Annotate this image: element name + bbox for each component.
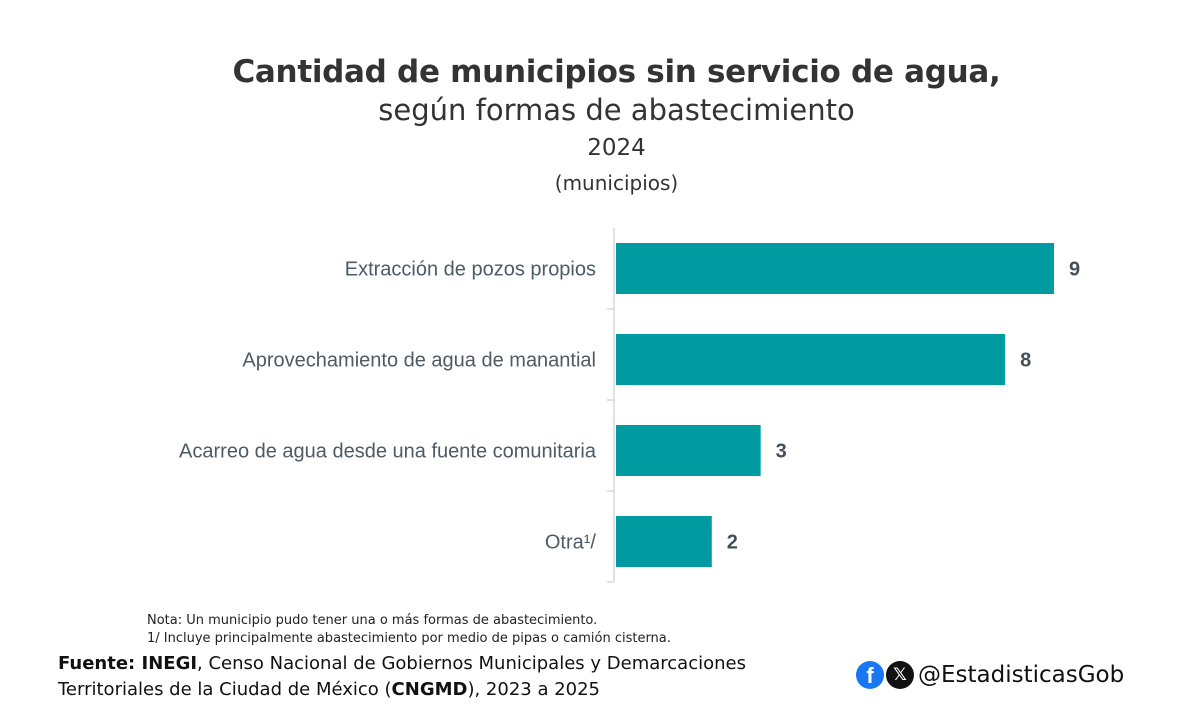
bar [616,334,1006,385]
category-label: Extracción de pozos propios [345,259,596,281]
bar [616,516,712,567]
chart-titles: Cantidad de municipios sin servicio de a… [0,52,1200,198]
source-credit: Fuente: INEGI, Censo Nacional de Gobiern… [58,651,828,703]
bar [616,243,1054,294]
social-handle: @EstadisticasGob [918,662,1125,688]
chart-year: 2024 [587,135,646,161]
value-label: 2 [727,532,738,554]
value-label: 3 [776,441,787,463]
source-abbr: CNGMD [391,679,468,700]
chart-unit: (municipios) [554,171,679,195]
source-text-2: ), 2023 a 2025 [467,679,601,700]
value-label: 8 [1020,350,1031,372]
note-line-2: 1/ Incluye principalmente abastecimiento… [147,631,671,646]
source-text-1: , Censo Nacional de Gobiernos Municipale… [58,653,746,700]
category-label: Aprovechamiento de agua de manantial [242,350,596,372]
facebook-icon[interactable]: f [856,661,884,689]
x-icon[interactable]: 𝕏 [886,661,914,689]
chart-notes: Nota: Un municipio pudo tener una o más … [147,612,671,648]
bar [616,425,761,476]
chart-title-line2: según formas de abastecimiento [378,93,855,127]
bar-chart: Extracción de pozos propios 9 Aprovechamie… [179,228,1080,583]
value-label: 9 [1069,259,1080,281]
social-handle-block: f 𝕏 @EstadisticasGob [856,661,1124,689]
source-prefix: Fuente: INEGI [58,653,198,674]
category-label: Acarreo de agua desde una fuente comunit… [179,441,597,463]
chart-title: Cantidad de municipios sin servicio de a… [232,54,1001,90]
category-label: Otra¹/ [545,532,597,554]
note-line-1: Nota: Un municipio pudo tener una o más … [147,613,598,628]
